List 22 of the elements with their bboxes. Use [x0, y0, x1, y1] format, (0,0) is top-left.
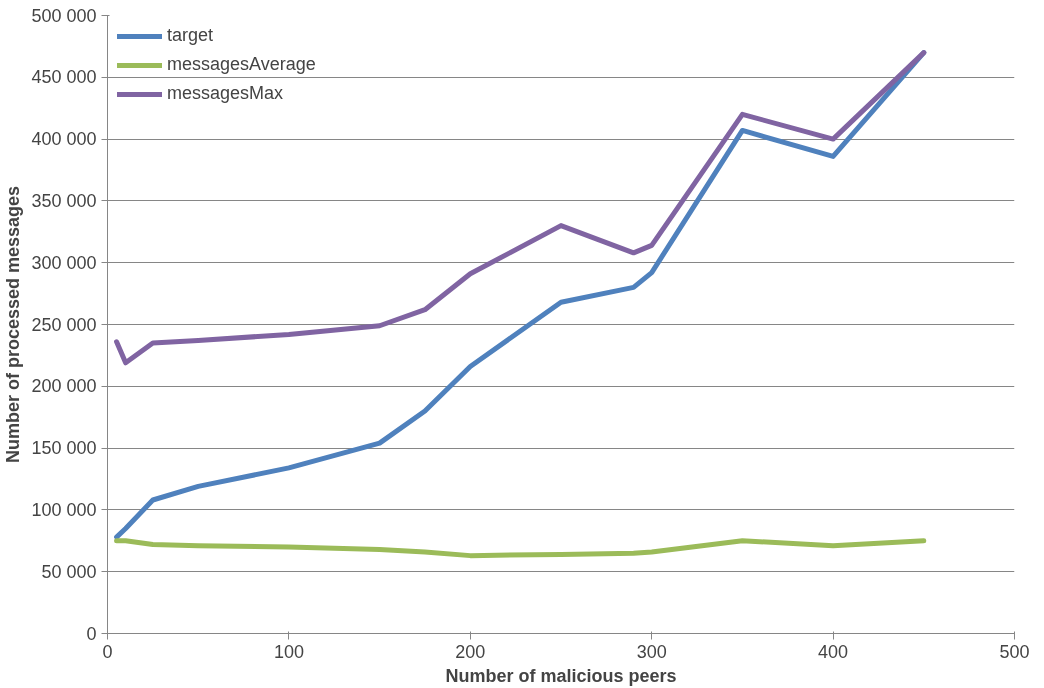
y-tick-label: 50 000 — [41, 561, 97, 582]
y-tick-label: 500 000 — [31, 5, 97, 26]
y-tick-label: 200 000 — [31, 376, 97, 397]
legend-label: messagesMax — [167, 83, 284, 104]
x-tick-label: 0 — [102, 641, 113, 662]
y-tick-label: 300 000 — [31, 252, 97, 273]
y-axis-title: Number of processed messages — [3, 185, 24, 464]
x-tick-label: 200 — [455, 641, 486, 662]
y-tick-label: 250 000 — [31, 314, 97, 335]
x-axis-title: Number of malicious peers — [445, 665, 677, 686]
y-tick-label: 100 000 — [31, 499, 97, 520]
x-tick-label: 500 — [999, 641, 1030, 662]
y-tick-label: 350 000 — [31, 190, 97, 211]
y-tick-label: 0 — [86, 623, 97, 644]
y-tick-label: 400 000 — [31, 129, 97, 150]
y-tick-label: 450 000 — [31, 67, 97, 88]
legend-label: target — [167, 25, 214, 46]
x-tick-label: 400 — [818, 641, 849, 662]
legend-label: messagesAverage — [167, 54, 316, 75]
y-tick-label: 150 000 — [31, 438, 97, 459]
x-tick-label: 300 — [636, 641, 667, 662]
x-tick-label: 100 — [273, 641, 304, 662]
